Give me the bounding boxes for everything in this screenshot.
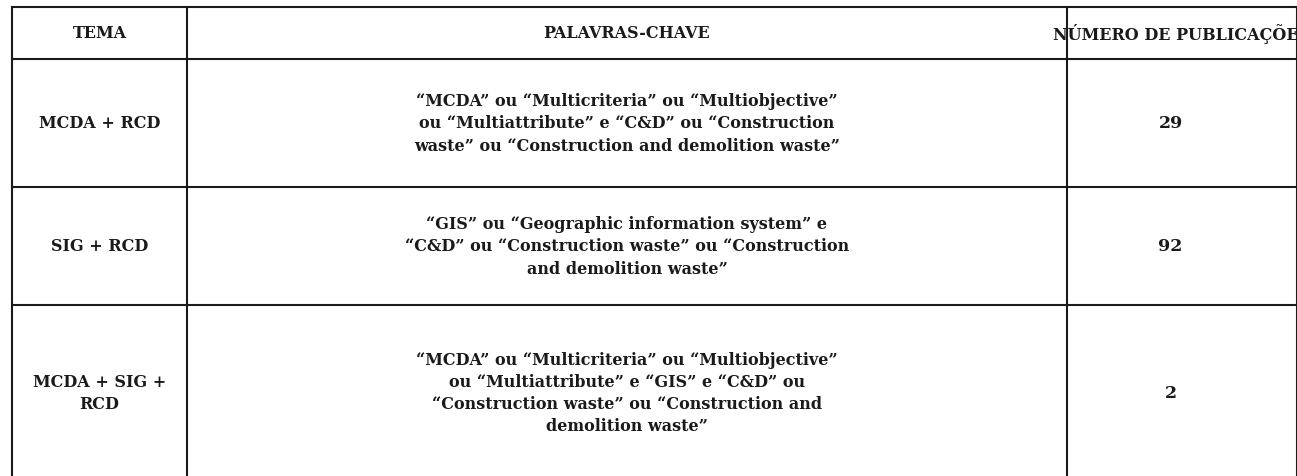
Text: SIG + RCD: SIG + RCD (51, 238, 148, 255)
Text: “MCDA” ou “Multicriteria” ou “Multiobjective”
ou “Multiattribute” e “C&D” ou “Co: “MCDA” ou “Multicriteria” ou “Multiobjec… (414, 93, 840, 154)
Text: MCDA + SIG +
RCD: MCDA + SIG + RCD (32, 373, 166, 412)
Text: “MCDA” ou “Multicriteria” ou “Multiobjective”
ou “Multiattribute” e “GIS” e “C&D: “MCDA” ou “Multicriteria” ou “Multiobjec… (416, 351, 838, 435)
Text: MCDA + RCD: MCDA + RCD (39, 115, 161, 132)
Text: PALAVRAS-CHAVE: PALAVRAS-CHAVE (543, 25, 711, 42)
Text: “GIS” ou “Geographic information system” e
“C&D” ou “Construction waste” ou “Con: “GIS” ou “Geographic information system”… (405, 216, 850, 277)
Text: 2: 2 (1165, 384, 1176, 401)
Text: NÚMERO DE PUBLICAÇÕES: NÚMERO DE PUBLICAÇÕES (1053, 24, 1297, 44)
Text: 92: 92 (1158, 238, 1183, 255)
Text: TEMA: TEMA (73, 25, 127, 42)
Text: 29: 29 (1158, 115, 1183, 132)
